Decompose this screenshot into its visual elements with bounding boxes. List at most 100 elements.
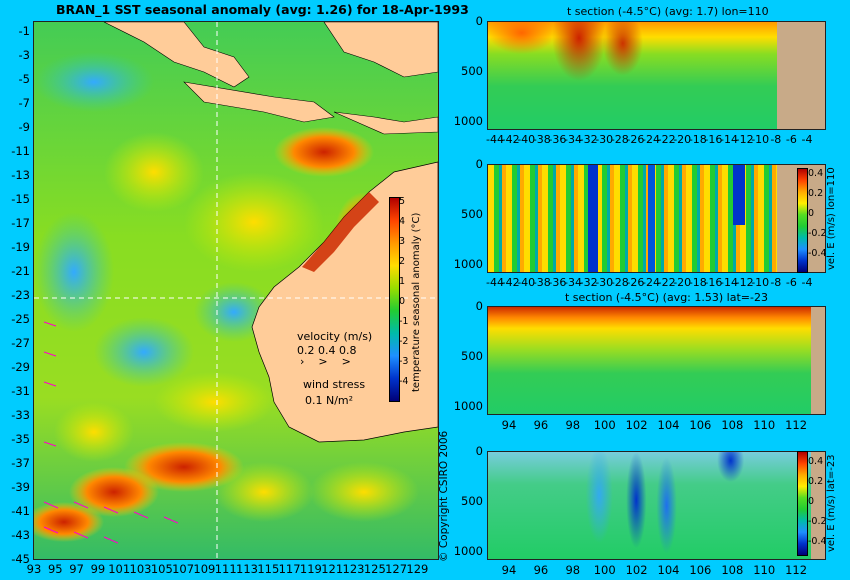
colorbar-tick: 1 <box>399 276 406 287</box>
velocity-legend-label: velocity (m/s) <box>297 330 373 343</box>
depth-tick-label: 1000 <box>453 544 483 558</box>
lat-tick-label: -37 <box>11 456 30 470</box>
lat-tick-label: -21 <box>11 264 30 278</box>
depth-tick-label: 0 <box>475 157 483 171</box>
lat-tick-label: -43 <box>11 528 30 542</box>
lon-tick-label: 111 <box>214 562 237 576</box>
lon-tick-label: 125 <box>363 562 386 576</box>
lon-tick-label: 101 <box>108 562 131 576</box>
wind-legend-scale: 0.1 N/m² <box>305 394 354 407</box>
axis-tick-label: -30 <box>595 276 614 289</box>
axis-tick-label: 106 <box>689 418 712 432</box>
colorbar-tick: 0.4 <box>808 456 824 467</box>
colorbar-tick: 0 <box>808 208 815 219</box>
axis-tick-label: -40 <box>517 133 536 146</box>
colorbar-tick: -3 <box>399 356 409 367</box>
axis-tick-label: -42 <box>501 276 520 289</box>
lat-tick-label: -33 <box>11 408 30 422</box>
velocity-legend-arrows: › > > <box>300 355 351 368</box>
lat-tick-label: -3 <box>18 48 30 62</box>
map-title: BRAN_1 SST seasonal anomaly (avg: 1.26) … <box>56 2 469 17</box>
lon-tick-label: 119 <box>299 562 322 576</box>
lon-tick-label: 109 <box>193 562 216 576</box>
colorbar-tick: -0.2 <box>808 228 827 239</box>
colorbar-tick: -0.2 <box>808 516 827 527</box>
axis-tick-label: 102 <box>625 563 648 577</box>
anomaly-patches <box>34 52 419 542</box>
lon-tick-label: 121 <box>321 562 344 576</box>
lat-tick-label: -1 <box>18 24 30 38</box>
axis-tick-label: -24 <box>642 133 660 146</box>
lat-tick-label: -25 <box>11 312 30 326</box>
colorbar-tick: 2 <box>399 256 406 267</box>
lat-tick-label: -11 <box>11 144 30 158</box>
depth-tick-label: 1000 <box>453 399 483 413</box>
axis-tick-label: 102 <box>625 418 648 432</box>
lon-tick-label: 115 <box>257 562 280 576</box>
wind-legend-label: wind stress <box>303 378 366 391</box>
colorbar-tick: 0.4 <box>808 168 824 179</box>
lon-tick-label: 127 <box>385 562 408 576</box>
panel3-title: t section (-4.5°C) (avg: 1.53) lat=-23 <box>565 291 768 304</box>
lon-tick-label: 95 <box>47 562 63 576</box>
depth-tick-label: 0 <box>475 299 483 313</box>
axis-tick-label: -38 <box>532 133 551 146</box>
lat-tick-label: -29 <box>11 360 30 374</box>
axis-tick-label: 104 <box>657 418 680 432</box>
colorbar-tick: 4 <box>399 216 406 227</box>
axis-tick-label: -26 <box>626 133 645 146</box>
axis-tick-label: -16 <box>704 276 723 289</box>
panel4-colorbar-label: vel. E (m/s) lat=-23 <box>826 454 837 552</box>
colorbar-tick: 0.2 <box>808 188 824 199</box>
colorbar-tick: -0.4 <box>808 248 827 259</box>
axis-tick-label: -18 <box>688 276 707 289</box>
axis-tick-label: -44 <box>486 276 504 289</box>
axis-tick-label: -10 <box>751 276 770 289</box>
map-colorbar <box>389 197 400 402</box>
depth-tick-label: 500 <box>461 64 483 78</box>
axis-tick-label: -18 <box>688 133 707 146</box>
depth-tick-label: 500 <box>461 494 483 508</box>
lon-tick-label: 123 <box>342 562 365 576</box>
axis-tick-label: -4 <box>801 276 813 289</box>
colorbar-tick: 5 <box>399 196 406 207</box>
lon-tick-label: 117 <box>278 562 301 576</box>
velocity-legend-scale: 0.2 0.4 0.8 <box>297 344 357 357</box>
lon-tick-label: 107 <box>172 562 195 576</box>
axis-tick-label: -36 <box>548 276 567 289</box>
copyright-text: © Copyright CSIRO 2006 <box>438 430 450 562</box>
axis-tick-label: -12 <box>735 276 754 289</box>
axis-tick-label: -32 <box>579 276 598 289</box>
lon-tick-label: 113 <box>236 562 258 576</box>
lat-tick-label: -39 <box>11 480 30 494</box>
depth-tick-label: 500 <box>461 207 483 221</box>
axis-tick-label: -10 <box>751 133 770 146</box>
seabed-mask <box>811 452 825 559</box>
depth-tick-label: 0 <box>475 444 483 458</box>
axis-tick-label: 94 <box>501 418 517 432</box>
colorbar-tick: 0.2 <box>808 476 824 487</box>
lat-tick-label: -41 <box>11 504 30 518</box>
map-colorbar-label: temperature seasonal anomaly (°C) <box>411 212 422 392</box>
axis-tick-label: -38 <box>532 276 551 289</box>
axis-tick-label: -4 <box>801 133 813 146</box>
lat-tick-label: -13 <box>11 168 30 182</box>
lat-tick-label: -9 <box>18 120 30 134</box>
lat-tick-label: -19 <box>11 240 30 254</box>
panel2-colorbar <box>797 168 808 273</box>
axis-tick-label: -28 <box>610 276 629 289</box>
lon-tick-label: 105 <box>150 562 173 576</box>
axis-tick-label: -6 <box>785 276 797 289</box>
seabed-mask <box>777 22 825 129</box>
axis-tick-label: -44 <box>486 133 504 146</box>
axis-tick-label: -32 <box>579 133 598 146</box>
axis-tick-label: -20 <box>673 276 692 289</box>
depth-tick-label: 500 <box>461 349 483 363</box>
axis-tick-label: -34 <box>564 276 582 289</box>
axis-tick-label: 108 <box>721 418 744 432</box>
axis-tick-label: -12 <box>735 133 754 146</box>
colorbar-tick: -2 <box>399 336 409 347</box>
vel-section-lon-panel <box>487 164 826 273</box>
depth-tick-label: 0 <box>475 14 483 28</box>
t-section-lat-panel <box>487 306 826 415</box>
